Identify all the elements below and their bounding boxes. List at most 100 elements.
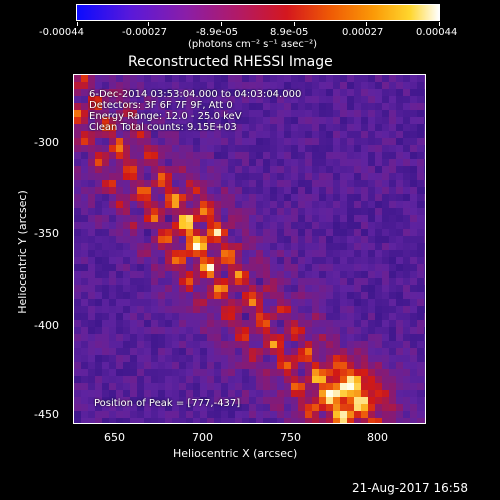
heatmap-pixel xyxy=(242,341,249,348)
heatmap-pixel xyxy=(298,369,305,376)
heatmap-pixel xyxy=(165,306,172,313)
heatmap-pixel xyxy=(277,257,284,264)
heatmap-pixel xyxy=(326,397,333,404)
heatmap-pixel xyxy=(151,362,158,369)
heatmap-pixel xyxy=(382,285,389,292)
heatmap-pixel xyxy=(403,376,410,383)
heatmap-pixel xyxy=(158,397,165,404)
heatmap-pixel xyxy=(144,215,151,222)
heatmap-pixel xyxy=(263,348,270,355)
heatmap-pixel xyxy=(200,257,207,264)
heatmap-pixel xyxy=(88,383,95,390)
heatmap-pixel xyxy=(291,117,298,124)
heatmap-pixel xyxy=(130,397,137,404)
heatmap-pixel xyxy=(242,152,249,159)
heatmap-pixel xyxy=(326,89,333,96)
heatmap-pixel xyxy=(88,152,95,159)
heatmap-pixel xyxy=(256,117,263,124)
heatmap-pixel xyxy=(340,131,347,138)
heatmap-pixel xyxy=(186,313,193,320)
heatmap-pixel xyxy=(382,138,389,145)
heatmap-pixel xyxy=(403,152,410,159)
heatmap-pixel xyxy=(207,327,214,334)
heatmap-pixel xyxy=(361,96,368,103)
heatmap-pixel xyxy=(151,173,158,180)
heatmap-pixel xyxy=(382,222,389,229)
heatmap-pixel xyxy=(382,327,389,334)
heatmap-pixel xyxy=(137,159,144,166)
heatmap-pixel xyxy=(396,194,403,201)
heatmap-pixel xyxy=(319,348,326,355)
heatmap-pixel xyxy=(172,173,179,180)
heatmap-pixel xyxy=(396,208,403,215)
heatmap-pixel xyxy=(102,313,109,320)
heatmap-pixel xyxy=(221,369,228,376)
heatmap-pixel xyxy=(221,110,228,117)
heatmap-pixel xyxy=(354,166,361,173)
heatmap-pixel xyxy=(319,257,326,264)
heatmap-pixel xyxy=(347,96,354,103)
heatmap-pixel xyxy=(403,348,410,355)
heatmap-pixel xyxy=(326,166,333,173)
heatmap-pixel xyxy=(389,348,396,355)
heatmap-pixel xyxy=(424,131,425,138)
heatmap-pixel xyxy=(319,369,326,376)
heatmap-pixel xyxy=(151,355,158,362)
heatmap-pixel xyxy=(158,110,165,117)
heatmap-pixel xyxy=(200,348,207,355)
heatmap-pixel xyxy=(270,397,277,404)
heatmap-pixel xyxy=(389,208,396,215)
heatmap-pixel xyxy=(200,117,207,124)
heatmap-pixel xyxy=(151,89,158,96)
colorbar-tick-label: -0.00027 xyxy=(122,27,167,38)
heatmap-pixel xyxy=(207,166,214,173)
heatmap-pixel xyxy=(410,306,417,313)
heatmap-pixel xyxy=(291,264,298,271)
heatmap-pixel xyxy=(165,299,172,306)
heatmap-pixel xyxy=(368,397,375,404)
heatmap-pixel xyxy=(312,96,319,103)
heatmap-pixel xyxy=(277,250,284,257)
heatmap-pixel xyxy=(151,341,158,348)
heatmap-pixel xyxy=(424,397,425,404)
heatmap-pixel xyxy=(277,313,284,320)
heatmap-pixel xyxy=(340,75,347,82)
heatmap-pixel xyxy=(102,411,109,418)
heatmap-pixel xyxy=(193,236,200,243)
heatmap-pixel xyxy=(319,250,326,257)
heatmap-pixel xyxy=(151,313,158,320)
heatmap-pixel xyxy=(298,250,305,257)
heatmap-pixel xyxy=(151,187,158,194)
heatmap-pixel xyxy=(214,411,221,418)
heatmap-pixel xyxy=(326,292,333,299)
heatmap-pixel xyxy=(340,89,347,96)
heatmap-pixel xyxy=(312,208,319,215)
heatmap-pixel xyxy=(417,110,424,117)
heatmap-pixel xyxy=(144,397,151,404)
heatmap-pixel xyxy=(375,152,382,159)
heatmap-pixel xyxy=(284,110,291,117)
heatmap-pixel xyxy=(81,348,88,355)
heatmap-pixel xyxy=(130,299,137,306)
heatmap-pixel xyxy=(116,411,123,418)
heatmap-pixel xyxy=(368,180,375,187)
heatmap-pixel xyxy=(123,166,130,173)
heatmap-pixel xyxy=(368,187,375,194)
peak-position: Position of Peak = [777,-437] xyxy=(94,398,241,409)
heatmap-pixel xyxy=(326,383,333,390)
heatmap-pixel xyxy=(249,166,256,173)
heatmap-pixel xyxy=(102,285,109,292)
heatmap-pixel xyxy=(340,257,347,264)
heatmap-pixel xyxy=(200,96,207,103)
heatmap-pixel xyxy=(235,180,242,187)
heatmap-pixel xyxy=(417,369,424,376)
colorbar-tick-label: -8.9e-05 xyxy=(196,27,238,38)
heatmap-pixel xyxy=(361,306,368,313)
heatmap-pixel xyxy=(158,215,165,222)
heatmap-pixel xyxy=(333,103,340,110)
heatmap-pixel xyxy=(207,159,214,166)
heatmap-pixel xyxy=(242,411,249,418)
heatmap-pixel xyxy=(179,250,186,257)
colorbar-unit-label: (photons cm⁻² s⁻¹ asec⁻²) xyxy=(188,39,318,50)
heatmap-pixel xyxy=(263,208,270,215)
